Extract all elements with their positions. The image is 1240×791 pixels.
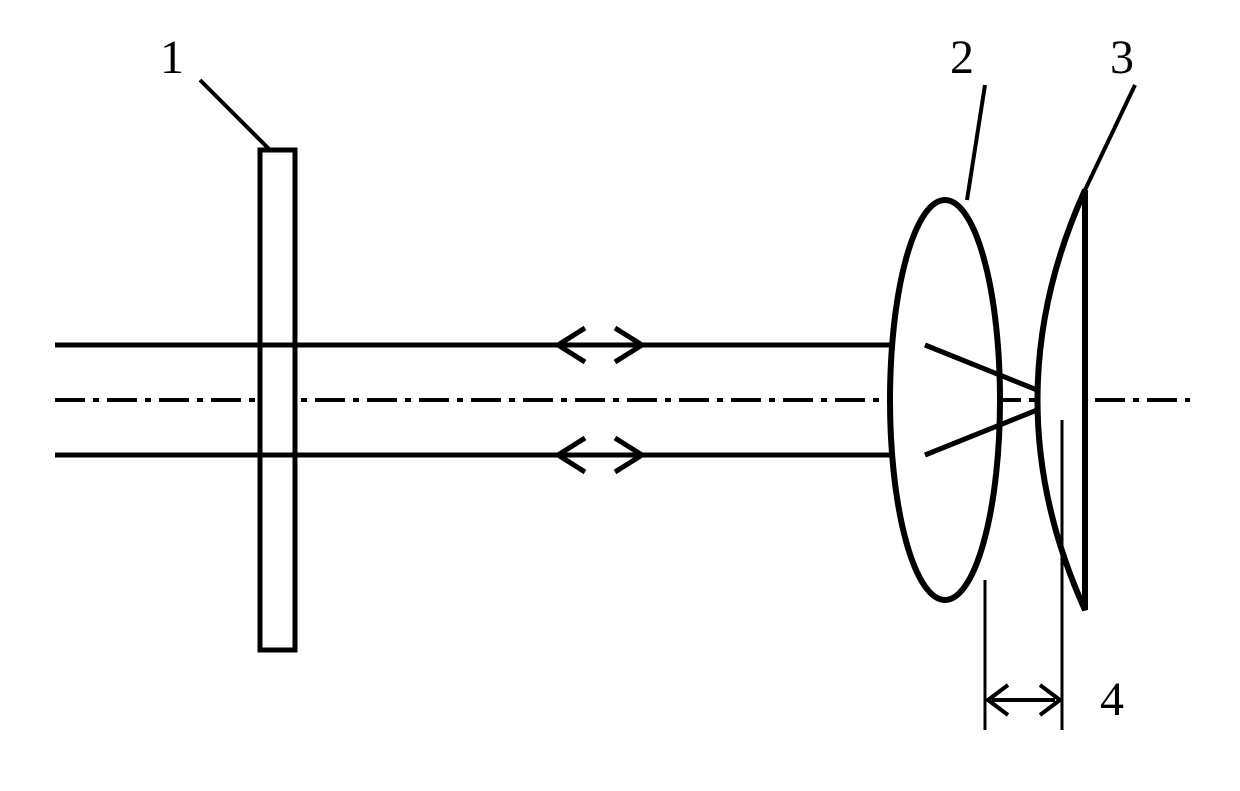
leader-line-1 — [200, 80, 270, 150]
optical-diagram — [0, 0, 1240, 791]
lens-element — [890, 200, 1000, 600]
plate-element — [260, 150, 295, 650]
label-2: 2 — [950, 30, 974, 85]
label-3: 3 — [1110, 30, 1134, 85]
leader-line-3 — [1085, 85, 1135, 190]
leader-line-2 — [967, 85, 985, 200]
label-4: 4 — [1100, 672, 1124, 727]
label-1: 1 — [160, 30, 184, 85]
